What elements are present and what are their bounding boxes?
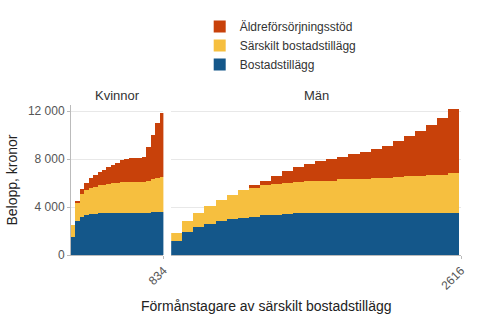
svg-text:Belopp, kronor: Belopp, kronor xyxy=(4,134,20,225)
svg-text:0: 0 xyxy=(58,248,65,262)
svg-text:4 000: 4 000 xyxy=(35,200,65,214)
svg-text:Bostadstillägg: Bostadstillägg xyxy=(240,58,315,72)
svg-text:834: 834 xyxy=(146,264,170,288)
svg-text:Förmånstagare av särskilt bost: Förmånstagare av särskilt bostadstillägg xyxy=(141,298,392,314)
svg-text:Kvinnor: Kvinnor xyxy=(95,88,140,103)
svg-text:12 000: 12 000 xyxy=(28,104,65,118)
svg-text:Särskilt bostadstillägg: Särskilt bostadstillägg xyxy=(240,39,356,53)
svg-text:Män: Män xyxy=(304,88,329,103)
svg-text:2616: 2616 xyxy=(439,264,468,293)
svg-text:Äldreförsörjningsstöd: Äldreförsörjningsstöd xyxy=(240,20,353,34)
svg-text:8 000: 8 000 xyxy=(35,152,65,166)
